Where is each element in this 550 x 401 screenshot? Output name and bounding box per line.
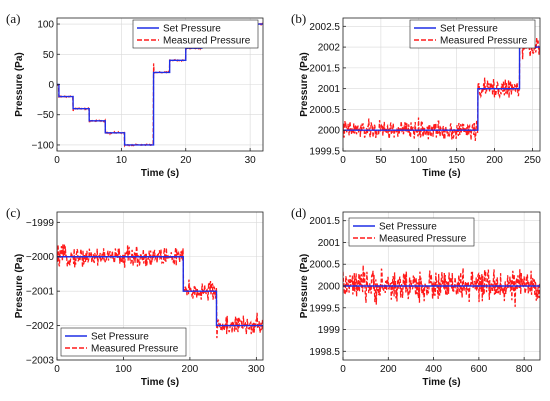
y-tick-label: 50 bbox=[43, 50, 55, 61]
x-tick-label: 20 bbox=[180, 155, 192, 166]
y-tick-label: 1998.5 bbox=[309, 347, 340, 358]
x-axis-label: Time (s) bbox=[422, 377, 460, 388]
panel-label: (b) bbox=[291, 11, 306, 26]
y-tick-label: −100 bbox=[31, 140, 54, 151]
y-axis-label: Pressure (Pa) bbox=[14, 52, 25, 116]
panel-label: (d) bbox=[291, 205, 306, 220]
y-tick-label: −2001 bbox=[26, 287, 55, 298]
y-axis-label: Pressure (Pa) bbox=[14, 254, 25, 318]
legend-label-set: Set Pressure bbox=[91, 332, 149, 343]
panel-label: (c) bbox=[6, 205, 20, 220]
y-tick-label: −1999 bbox=[26, 218, 55, 229]
y-axis-label: Pressure (Pa) bbox=[299, 52, 310, 116]
y-tick-label: −2000 bbox=[26, 252, 55, 263]
y-tick-label: 2001 bbox=[318, 238, 341, 249]
y-tick-label: 2001.5 bbox=[309, 63, 340, 74]
x-tick-label: 0 bbox=[54, 364, 60, 375]
x-tick-label: 0 bbox=[54, 155, 60, 166]
x-tick-label: 100 bbox=[410, 155, 427, 166]
y-tick-label: 2000.5 bbox=[309, 105, 340, 116]
y-axis-label: Pressure (Pa) bbox=[299, 254, 310, 318]
x-tick-label: 200 bbox=[486, 155, 503, 166]
x-tick-label: 200 bbox=[182, 364, 199, 375]
axes-frame bbox=[56, 211, 264, 361]
panel-a: 0 10 20 30 −100 −50 0 50 100 Time (s) Pressure (Pa… bbox=[6, 11, 264, 179]
x-tick-label: 200 bbox=[380, 364, 397, 375]
legend-box bbox=[348, 217, 475, 247]
x-tick-label: 250 bbox=[524, 155, 541, 166]
legend-label-measured: Measured Pressure bbox=[379, 234, 467, 245]
y-tick-label: 2000 bbox=[318, 126, 341, 137]
y-tick-label: 0 bbox=[48, 80, 54, 91]
x-axis-label: Time (s) bbox=[422, 168, 460, 179]
y-tick-label: 2002 bbox=[318, 43, 341, 54]
y-tick-label: −2002 bbox=[26, 321, 55, 332]
x-tick-label: 300 bbox=[248, 364, 265, 375]
x-tick-label: 400 bbox=[425, 364, 442, 375]
y-tick-label: 1999.5 bbox=[309, 147, 340, 158]
x-tick-label: 50 bbox=[375, 155, 387, 166]
y-tick-label: 2001.5 bbox=[309, 216, 340, 227]
legend-box bbox=[132, 19, 259, 49]
measured-pressure-line bbox=[343, 265, 540, 307]
legend-label-set: Set Pressure bbox=[379, 222, 437, 233]
y-tick-label: 2000.5 bbox=[309, 260, 340, 271]
x-tick-label: 30 bbox=[245, 155, 257, 166]
x-tick-label: 600 bbox=[471, 364, 488, 375]
panel-label: (a) bbox=[6, 11, 20, 26]
x-axis-label: Time (s) bbox=[141, 377, 179, 388]
x-tick-label: 0 bbox=[340, 155, 346, 166]
y-tick-label: 2002.5 bbox=[309, 22, 340, 33]
x-tick-label: 0 bbox=[340, 364, 346, 375]
y-tick-label: 2001 bbox=[318, 84, 341, 95]
measured-pressure-line bbox=[57, 243, 263, 339]
x-tick-label: 150 bbox=[448, 155, 465, 166]
y-tick-label: 100 bbox=[37, 20, 54, 31]
legend-box bbox=[60, 327, 187, 357]
y-tick-label: −50 bbox=[37, 110, 54, 121]
panel-b: 0 50 100 150 200 250 1999.5 2000 2000.5 2001 2001.… bbox=[291, 11, 541, 179]
legend-box bbox=[409, 19, 536, 49]
legend-label-measured: Measured Pressure bbox=[440, 36, 528, 47]
axes-frame bbox=[342, 17, 541, 152]
legend-label-set: Set Pressure bbox=[163, 24, 221, 35]
panel-c: 0 100 200 300 −2003 −2002 −2001 −2000 −1999 Time … bbox=[6, 205, 265, 388]
y-tick-label: 1999.5 bbox=[309, 303, 340, 314]
legend-label-measured: Measured Pressure bbox=[91, 344, 179, 355]
x-axis-label: Time (s) bbox=[141, 168, 179, 179]
x-tick-label: 100 bbox=[115, 364, 132, 375]
measured-pressure-line bbox=[343, 35, 540, 141]
y-tick-label: 1999 bbox=[318, 325, 341, 336]
y-tick-label: 2000 bbox=[318, 282, 341, 293]
legend-label-measured: Measured Pressure bbox=[163, 36, 251, 47]
set-pressure-line bbox=[57, 256, 263, 327]
y-tick-label: −2003 bbox=[26, 356, 55, 367]
x-tick-label: 800 bbox=[516, 364, 533, 375]
x-tick-label: 10 bbox=[116, 155, 128, 166]
panel-d: 0 200 400 600 800 1998.5 1999 1999.5 2000 2000.5 2… bbox=[291, 205, 541, 388]
legend-label-set: Set Pressure bbox=[440, 24, 498, 35]
